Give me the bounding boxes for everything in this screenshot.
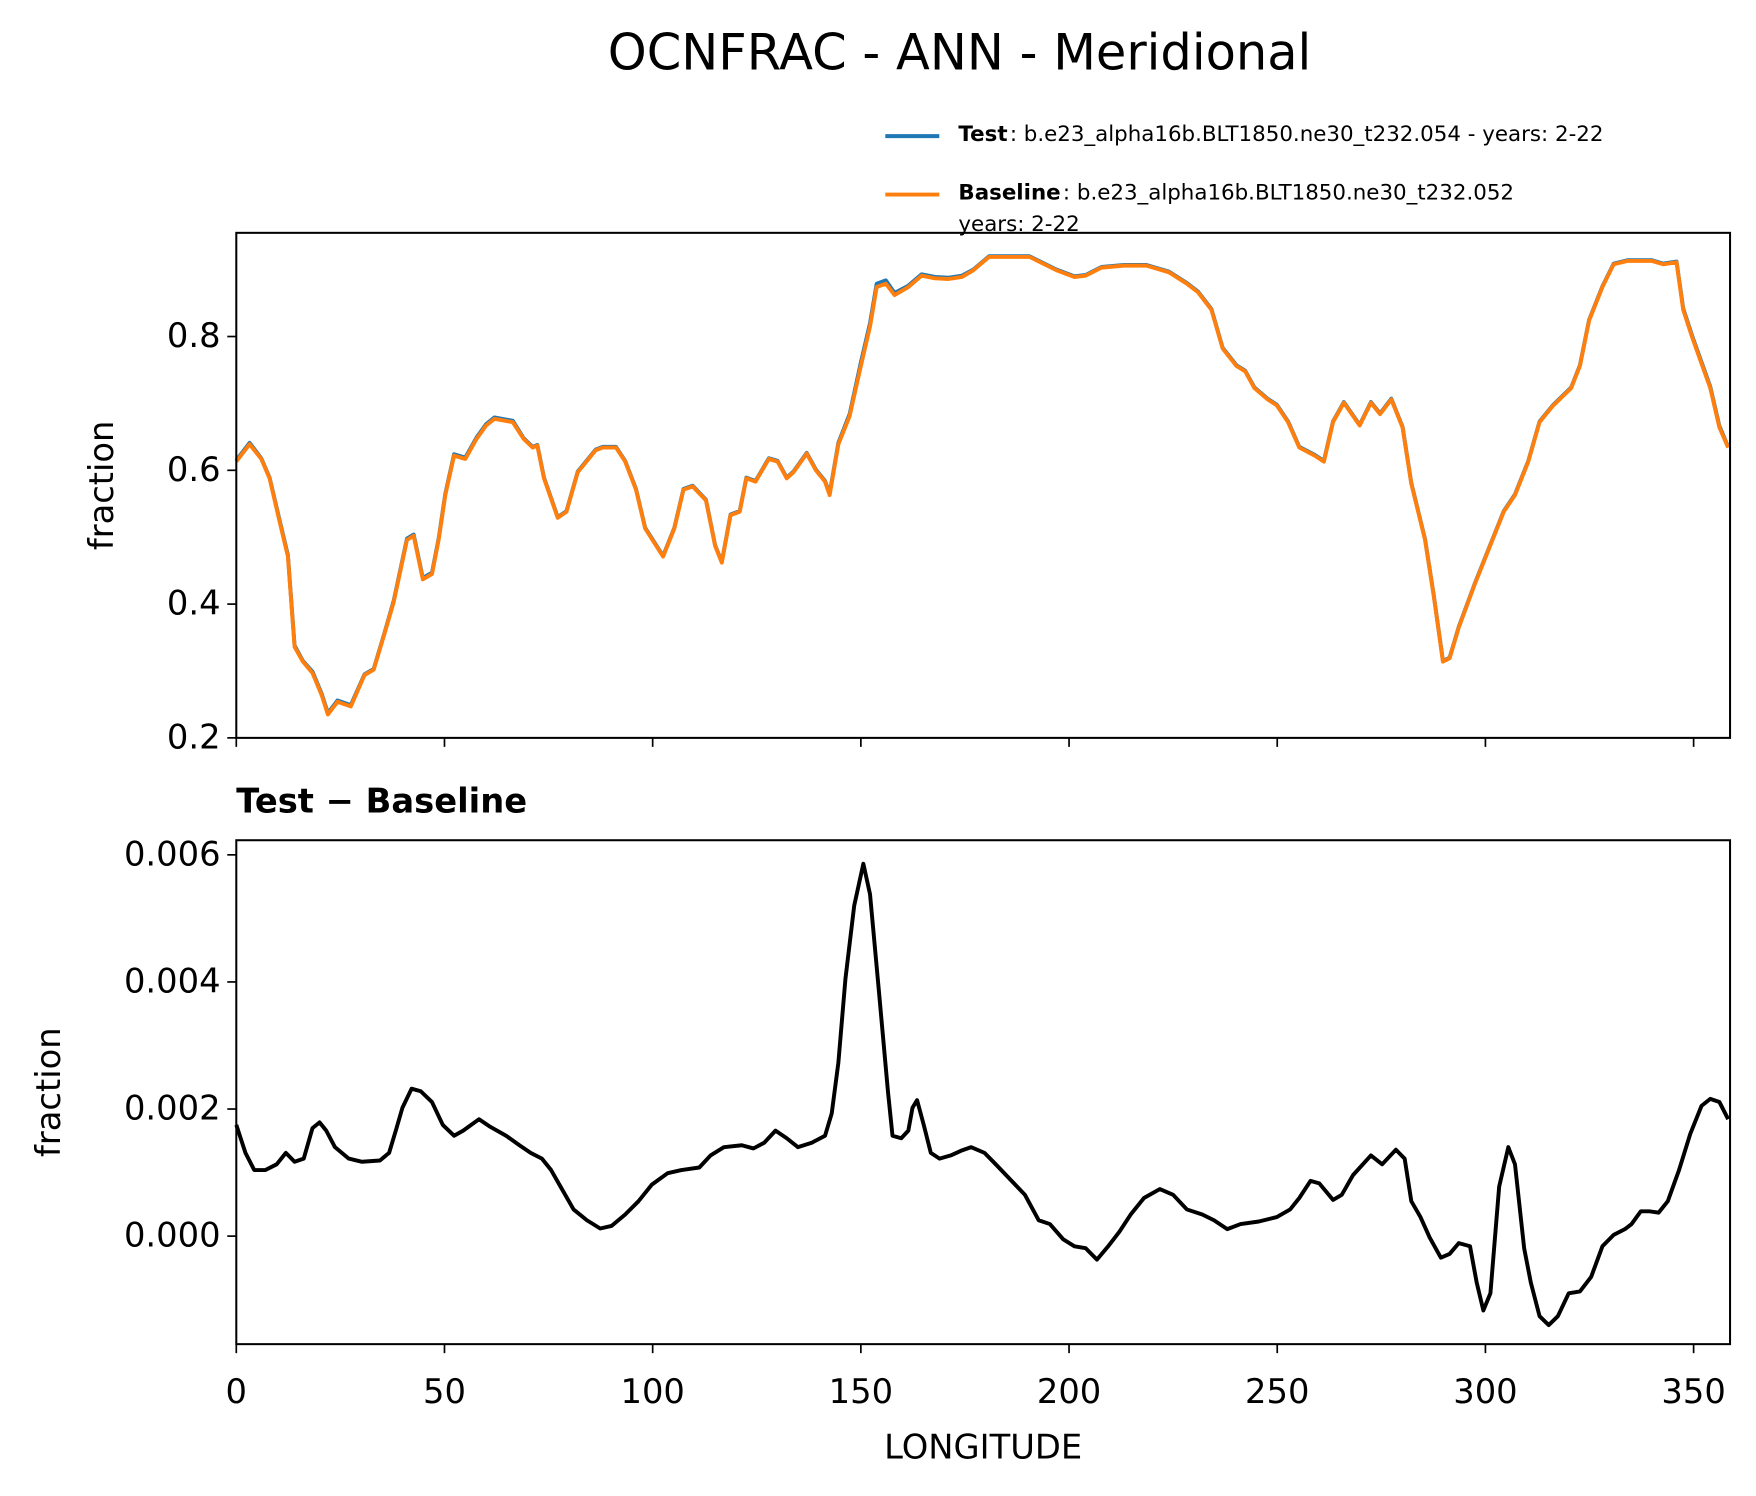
y-axis-label: fraction [82,421,121,551]
y-tick-label: 0.2 [167,718,221,757]
legend-description: : b.e23_alpha16b.BLT1850.ne30_t232.052 [1063,180,1514,205]
axes-frame [235,231,1732,739]
x-tick-label: 300 [1453,1372,1517,1411]
axes-frame [235,839,1732,1346]
x-tick-label: 50 [423,1372,466,1411]
data-line [234,254,1730,717]
x-axis-label: LONGITUDE [884,1427,1082,1466]
x-tick-label: 250 [1245,1372,1309,1411]
legend-description: : b.e23_alpha16b.BLT1850.ne30_t232.054 -… [1010,122,1604,147]
y-tick-label: 0.6 [167,450,221,489]
subplot-title: Test − Baseline [236,782,527,821]
y-axis-label: fraction [29,1027,68,1157]
x-tick-label: 350 [1661,1372,1725,1411]
y-tick-label: 0.004 [124,962,221,1001]
y-tick-label: 0.006 [124,834,221,873]
y-tick-label: 0.000 [124,1216,221,1255]
x-tick-label: 0 [226,1372,247,1411]
x-tick-label: 150 [829,1372,893,1411]
x-tick-label: 100 [620,1372,684,1411]
legend-label: Baseline [958,180,1060,205]
x-tick-label: 200 [1037,1372,1101,1411]
figure-title: OCNFRAC - ANN - Meridional [608,24,1312,82]
legend-label: Test [958,122,1007,147]
y-tick-label: 0.8 [167,316,221,355]
y-tick-label: 0.002 [124,1089,221,1128]
y-tick-label: 0.4 [167,584,221,623]
data-line [234,861,1730,1328]
